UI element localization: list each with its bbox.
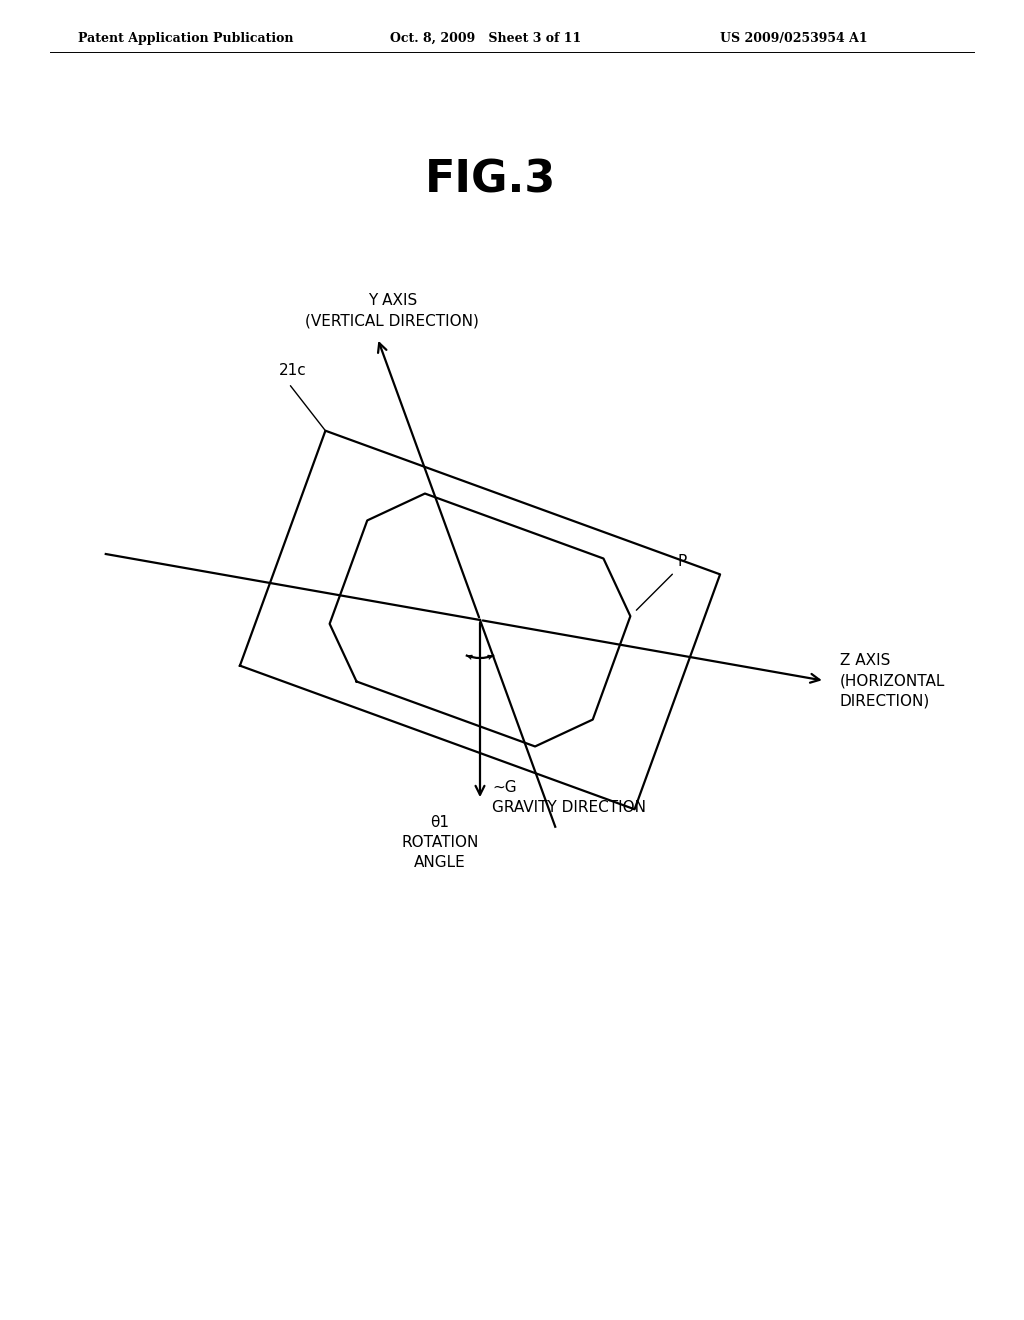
Text: Y AXIS
(VERTICAL DIRECTION): Y AXIS (VERTICAL DIRECTION) — [305, 293, 479, 329]
Text: FIG.3: FIG.3 — [424, 158, 556, 202]
Text: P: P — [677, 554, 687, 569]
Text: θ1
ROTATION
ANGLE: θ1 ROTATION ANGLE — [401, 814, 478, 870]
Text: Z AXIS
(HORIZONTAL
DIRECTION): Z AXIS (HORIZONTAL DIRECTION) — [840, 653, 945, 708]
Text: 21c: 21c — [279, 363, 306, 378]
Text: Patent Application Publication: Patent Application Publication — [78, 32, 294, 45]
Text: Oct. 8, 2009   Sheet 3 of 11: Oct. 8, 2009 Sheet 3 of 11 — [390, 32, 582, 45]
Text: ~G
GRAVITY DIRECTION: ~G GRAVITY DIRECTION — [492, 780, 646, 814]
Text: US 2009/0253954 A1: US 2009/0253954 A1 — [720, 32, 867, 45]
